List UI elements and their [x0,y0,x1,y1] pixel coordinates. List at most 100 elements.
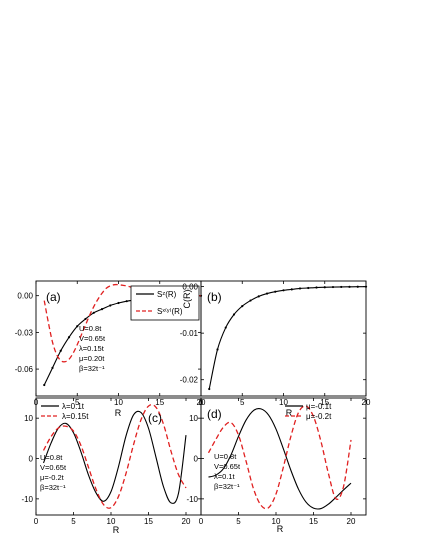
x-tick-label: 0 [34,517,39,526]
y-tick-label: -0.06 [15,365,34,374]
parameter-annotation: U=0.8t [214,452,237,461]
x-axis-label: R [277,524,284,534]
parameter-annotation: λ=0.15t [79,344,105,353]
data-point [249,299,252,302]
legend-label: Sˣ⁽ʸ⁾(R) [157,307,183,316]
legend-label: Sᶻ(R) [157,290,177,299]
y-tick-label: 0.00 [17,292,33,301]
chart-panel-3: 0 5 10 15 20 10 0 -10 (c) R U=0.8tV=0.65tμ=-0.2tβ=… [21,397,202,535]
data-point [100,308,104,311]
parameter-annotation: β=32t⁻¹ [79,364,105,373]
plot-frame [200,397,367,516]
data-point [76,325,79,328]
legend: Sᶻ(R) Sˣ⁽ʸ⁾(R) [130,285,200,321]
x-axis-label: R [115,408,122,418]
x-tick-label: 10 [107,517,116,526]
legend-label: λ=0.1t [62,402,85,411]
legend-label: μ=-0.1t [306,402,332,411]
parameter-annotation: V=0.65t [40,463,67,472]
plot-frame [200,280,367,397]
series-line-1 [208,286,367,390]
x-tick-label: 15 [155,398,164,407]
x-tick-label: 15 [144,517,153,526]
data-point [208,387,211,391]
x-axis-label: R [113,525,120,535]
panel-label: (a) [46,290,61,304]
series-line-2 [42,404,187,509]
legend: λ=0.1tλ=0.15t [41,402,89,421]
x-tick-label: 5 [75,398,80,407]
data-point [307,286,310,290]
parameter-annotation: U=0.8t [40,453,63,462]
data-point [298,287,302,290]
y-axis-label: C(R) [182,290,192,309]
legend-box [130,285,200,321]
data-point [109,304,112,307]
x-tick-label: 15 [309,517,318,526]
y-tick-label: -10 [21,495,33,504]
x-tick-label: 20 [347,517,356,526]
y-tick-label: 10 [189,414,198,423]
data-point [274,290,277,293]
parameter-annotation: U=0.8t [79,324,102,333]
x-tick-label: 5 [236,517,241,526]
y-tick-label: -0.03 [15,328,34,337]
data-point [265,292,269,295]
parameter-annotation: V=0.65t [214,462,241,471]
x-tick-label: 0 [199,517,204,526]
data-point [315,286,318,289]
data-point [257,295,260,298]
x-tick-label: 5 [240,398,245,407]
x-axis-label: R [286,408,293,418]
data-point [224,326,227,329]
x-tick-label: 10 [272,517,281,526]
x-tick-label: 10 [114,398,123,407]
data-point [290,288,293,291]
y-tick-label: 10 [24,414,33,423]
data-point [92,311,95,314]
panel-label: (c) [148,411,162,425]
parameter-annotation: μ=-0.2t [40,473,65,482]
legend-label: μ=-0.2t [306,412,332,421]
data-point [356,285,359,288]
chart-panel-4: 0 5 10 15 20 10 0 -10 (d) R U=0.8tV=0.65tλ=0.1tβ=3… [186,397,367,534]
x-tick-label: 5 [71,517,76,526]
data-point [51,366,54,369]
parameter-annotation: β=32t⁻¹ [40,483,66,492]
data-point [216,348,219,351]
legend-label: λ=0.15t [62,412,89,421]
x-tick-label: 20 [182,517,191,526]
parameter-annotation: β=32t⁻¹ [214,482,240,491]
data-point [117,301,120,305]
chart-panel-1: 0 5 10 15 200.00-0.03-0.06(a)RU=0.8tV=0.65tλ… [15,280,206,418]
y-tick-label: 0 [29,455,34,464]
panel-label: (b) [207,290,222,304]
y-tick-label: 0.00 [182,283,198,292]
y-tick-label: -10 [186,495,198,504]
chart-panel-2: 0 5 10 15 200.00-0.01-0.02(b)RC(R) [180,280,371,418]
data-point [232,313,236,316]
y-tick-label: -0.02 [180,376,199,385]
legend: μ=-0.1tμ=-0.2t [285,402,332,421]
data-point [43,383,46,387]
parameter-annotation: λ=0.1t [214,472,236,481]
data-point [84,317,87,321]
series-line-1 [208,408,352,510]
y-tick-label: -0.01 [180,329,199,338]
series-line-1 [42,410,187,504]
data-point [331,285,335,289]
data-point [282,289,285,292]
data-point [125,300,128,303]
x-tick-label: 15 [320,398,329,407]
data-point [241,305,244,308]
data-point [340,285,343,289]
y-tick-label: 0 [194,455,199,464]
parameter-annotation: μ=0.20t [79,354,105,363]
data-point [364,285,368,288]
data-point [59,349,62,352]
x-tick-label: 10 [279,398,288,407]
data-point [323,286,326,289]
panel-label: (d) [207,407,222,421]
data-point [67,336,71,339]
